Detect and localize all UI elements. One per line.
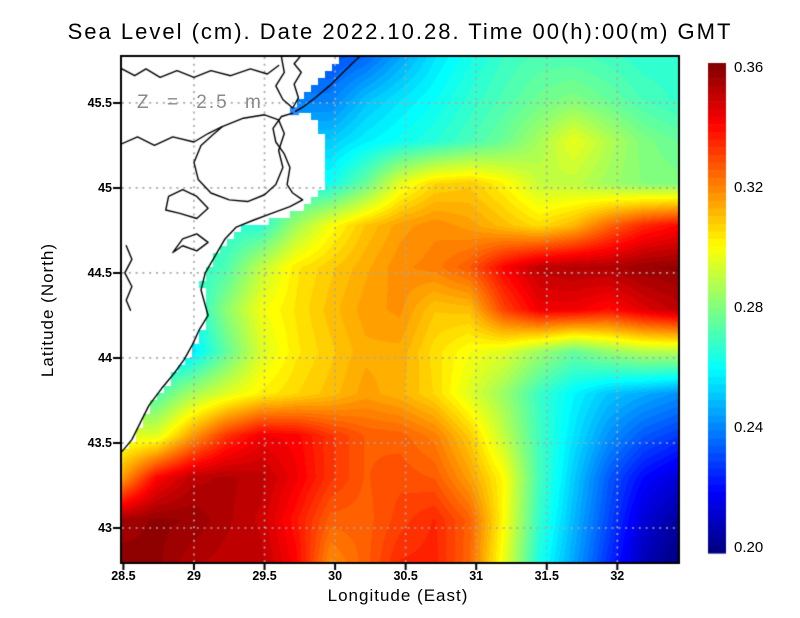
colorbar-tick-label: 0.32 [734,179,764,196]
x-tick-label: 30.5 [393,569,418,583]
x-tick-label: 32 [610,569,625,583]
x-tick-label: 31 [469,569,484,583]
x-tick-label: 28.5 [111,569,136,583]
x-tick-label: 30 [328,569,343,583]
y-tick-label: 43.5 [87,435,112,450]
colorbar-tick-label: 0.24 [734,419,764,436]
depth-annotation: Z = 2.5 m [137,92,263,113]
colorbar-tick-label: 0.20 [734,539,764,556]
y-axis-label: Latitude (North) [38,242,57,378]
colorbar-tick-label: 0.36 [734,59,764,76]
y-tick-label: 44.5 [87,265,112,280]
colorbar-tick-label: 0.28 [734,299,764,316]
y-tick-label: 45 [98,180,112,195]
chart-title: Sea Level (cm). Date 2022.10.28. Time 00… [67,19,733,44]
y-tick-label: 43 [98,520,112,535]
y-tick-label: 44 [98,350,112,365]
x-tick-label: 29.5 [252,569,277,583]
x-tick-label: 29 [187,569,201,583]
x-tick-label: 31.5 [534,569,559,583]
y-tick-label: 45.5 [87,95,112,110]
x-axis-label: Longitude (East) [327,586,469,605]
